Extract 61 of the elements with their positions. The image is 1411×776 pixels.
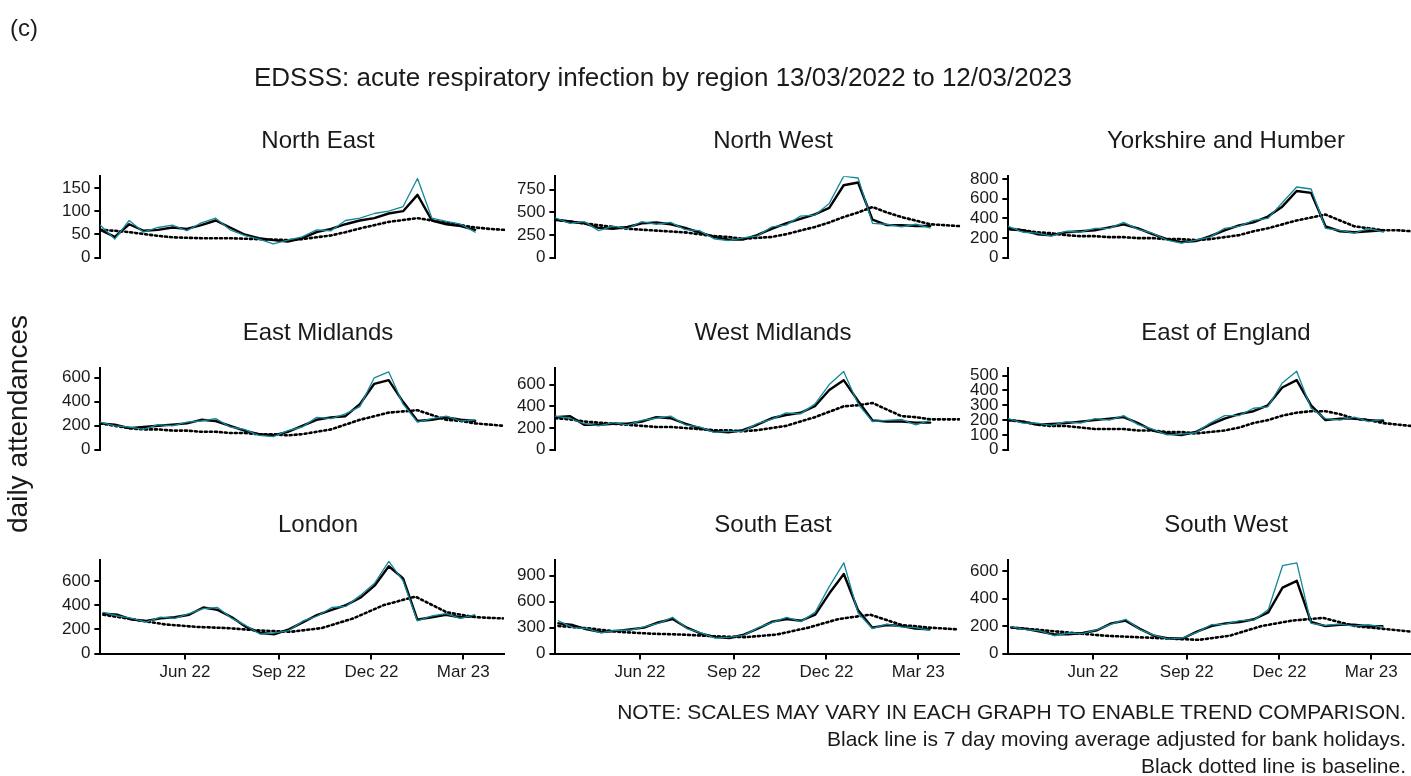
y-tick-label: 150 [61,177,91,197]
y-tick-label: 100 [61,200,91,220]
y-tick-label: 600 [969,560,999,580]
y-tick-label: 50 [71,224,91,244]
y-tick-label: 0 [535,643,546,663]
y-tick-label: 0 [988,247,999,267]
y-tick-label: 400 [969,208,999,228]
y-tick-label: 750 [516,179,546,199]
x-tick-label: Jun 22 [1067,662,1119,682]
y-tick-label: 400 [61,594,91,614]
chart-title: North East [260,126,376,155]
x-tick-label: Sep 22 [251,662,306,682]
y-tick-label: 0 [535,247,546,267]
y-tick-label: 250 [516,224,546,244]
x-tick-label: Mar 23 [891,662,945,682]
y-tick-label: 0 [535,439,546,459]
y-tick-label: 600 [61,367,91,387]
y-tick-label: 500 [516,202,546,222]
x-tick-label: Sep 22 [706,662,761,682]
y-tick-label: 200 [516,417,546,437]
chart-title: East Midlands [241,318,395,347]
chart-title: East of England [1140,318,1312,347]
text: NOTE: SCALES MAY VARY IN EACH GRAPH TO ENABLE TREND COMPARISON. [617,699,1406,725]
y-tick-label: 200 [969,615,999,635]
x-tick-label: Mar 23 [1344,662,1398,682]
y-tick-label: 0 [80,439,91,459]
x-tick-label: Dec 22 [799,662,854,682]
y-tick-label: 600 [61,570,91,590]
y-tick-label: 0 [988,439,999,459]
chart-title: South East [713,510,833,539]
x-tick-label: Dec 22 [1252,662,1307,682]
y-tick-label: 600 [516,374,546,394]
y-tick-label: 200 [61,619,91,639]
y-tick-label: 600 [969,188,999,208]
chart-title: Yorkshire and Humber [1106,126,1346,155]
x-tick-label: Jun 22 [159,662,211,682]
x-tick-label: Mar 23 [436,662,490,682]
text: EDSSS: acute respiratory infection by region 13/03/2022 to 12/03/2023 [252,62,1074,93]
y-tick-label: 0 [80,247,91,267]
text: (c) [10,14,38,42]
y-tick-label: 400 [61,391,91,411]
chart-title: London [276,510,360,539]
y-tick-label: 400 [516,395,546,415]
y-tick-label: 800 [969,168,999,188]
y-tick-label: 900 [516,565,546,585]
y-tick-label: 300 [516,617,546,637]
chart-title: South West [1163,510,1289,539]
text: Black line is 7 day moving average adjusted for bank holidays. [826,726,1406,752]
y-tick-label: 200 [969,227,999,247]
y-tick-label: 200 [61,415,91,435]
y-tick-label: 0 [988,643,999,663]
x-tick-label: Dec 22 [344,662,399,682]
chart-title: West Midlands [693,318,853,347]
chart-title: North West [712,126,834,155]
y-tick-label: 400 [969,588,999,608]
y-axis-title: daily attendances [2,314,34,535]
y-tick-label: 0 [80,643,91,663]
y-tick-label: 600 [516,591,546,611]
x-tick-label: Jun 22 [614,662,666,682]
text: Black dotted line is baseline. [1140,753,1406,776]
x-tick-label: Sep 22 [1159,662,1214,682]
